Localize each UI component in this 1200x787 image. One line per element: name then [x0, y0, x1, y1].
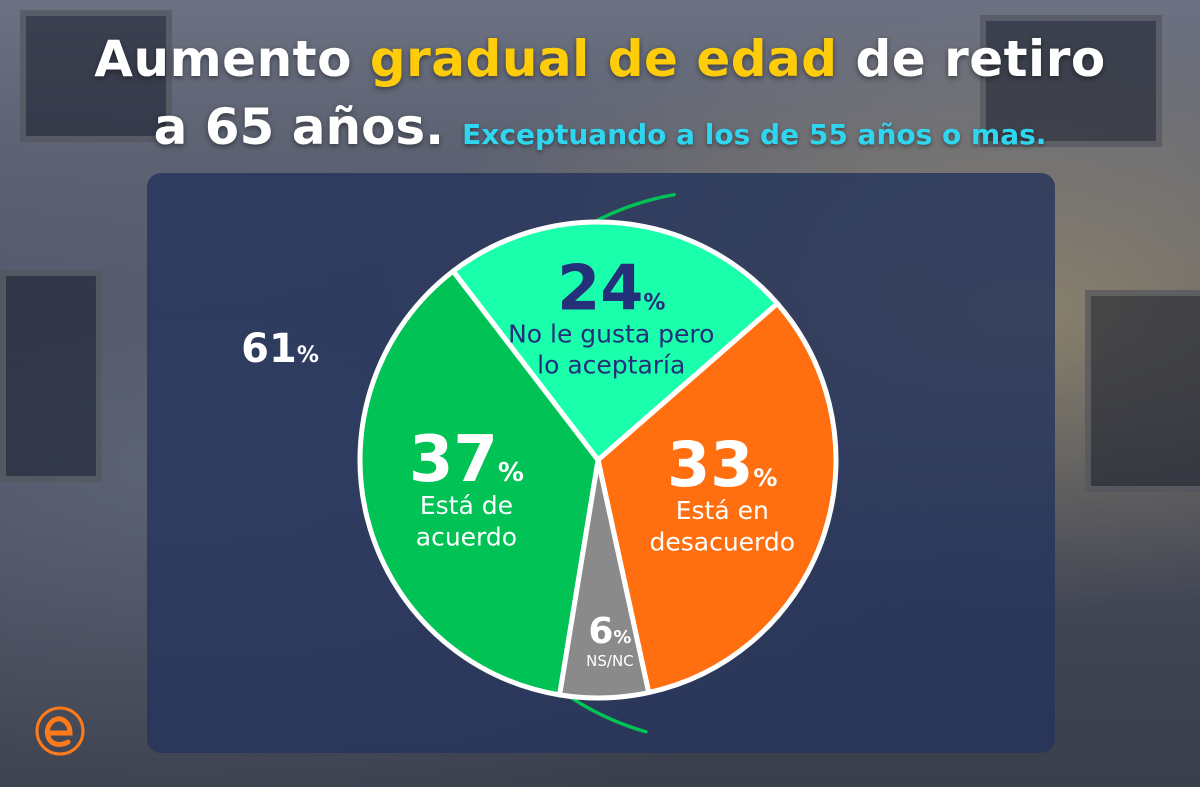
- page-title-line-1: Aumento gradual de edad de retiro: [94, 30, 1106, 88]
- pie-slice: [450, 219, 780, 463]
- slice-category-label: desacuerdo: [649, 527, 795, 556]
- page-subtitle: Exceptuando a los de 55 años o mas.: [462, 118, 1047, 151]
- slice-category-label: NS/NC: [586, 652, 634, 670]
- slice-category-label: lo aceptaría: [537, 351, 685, 380]
- slice-category-label: Está en: [676, 496, 769, 525]
- e-logo-icon: [35, 706, 85, 756]
- slice-value-label: 33%: [667, 428, 777, 501]
- building-window: [0, 270, 102, 482]
- page-title-line-2-wrap: a 65 años. Exceptuando a los de 55 años o…: [0, 98, 1200, 156]
- building-window: [1085, 290, 1200, 492]
- pie-slice: [595, 301, 839, 696]
- slice-value-label: 24%: [557, 251, 665, 324]
- title-highlight: gradual de edad: [369, 30, 838, 88]
- building-window: [20, 10, 172, 142]
- slice-category-label: No le gusta pero: [508, 319, 714, 348]
- pie-slice: [357, 268, 601, 698]
- combined-percent-label: 61%: [241, 326, 319, 372]
- page-title-line-2: a 65 años.: [153, 98, 445, 156]
- slice-category-label: acuerdo: [416, 522, 517, 551]
- slice-category-label: Está de: [420, 491, 513, 520]
- building-window: [980, 15, 1162, 147]
- slice-value-label: 6%: [588, 611, 631, 652]
- slice-value-label: 37%: [409, 423, 524, 497]
